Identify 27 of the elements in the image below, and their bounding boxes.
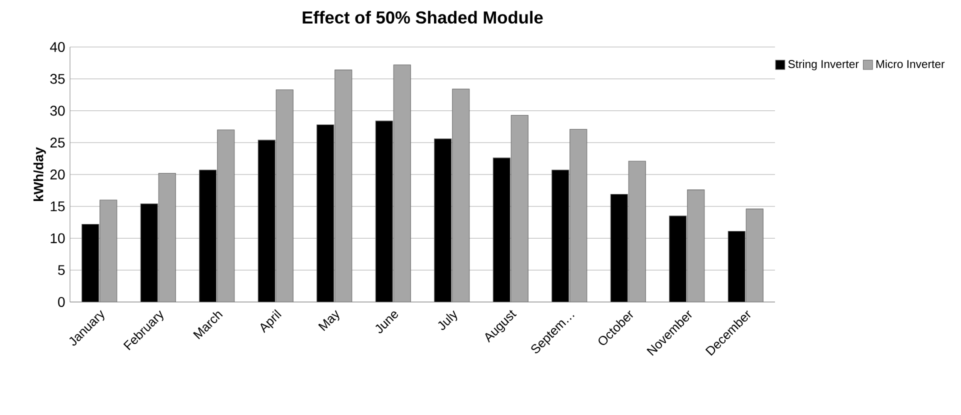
bar: [669, 216, 687, 302]
bar: [434, 138, 452, 302]
x-tick-label: July: [438, 310, 458, 330]
y-tick-label: 25: [50, 138, 65, 148]
bar: [552, 170, 570, 302]
x-tick-label: May: [318, 310, 340, 332]
bar: [140, 204, 158, 302]
chart-title: Effect of 50% Shaded Module: [302, 10, 543, 24]
y-tick-label: 35: [50, 74, 65, 84]
y-tick-label: 0: [58, 297, 65, 307]
y-tick-label: 5: [58, 265, 65, 276]
bar: [316, 124, 334, 302]
legend-label: Micro Inverter: [876, 60, 945, 68]
y-tick-label: 15: [50, 202, 65, 212]
y-axis-title: kWh/day: [33, 147, 46, 201]
bar: [258, 140, 276, 302]
bar: [610, 194, 628, 302]
bar: [82, 224, 100, 302]
bar: [375, 120, 393, 302]
y-tick-label: 10: [50, 233, 65, 244]
y-tick-label: 40: [50, 42, 65, 52]
bar: [199, 170, 217, 302]
legend-label: String Inverter: [788, 60, 859, 70]
bar: [492, 158, 510, 302]
y-tick-label: 30: [50, 106, 65, 116]
bar: [728, 230, 746, 302]
y-tick-label: 20: [50, 170, 65, 180]
